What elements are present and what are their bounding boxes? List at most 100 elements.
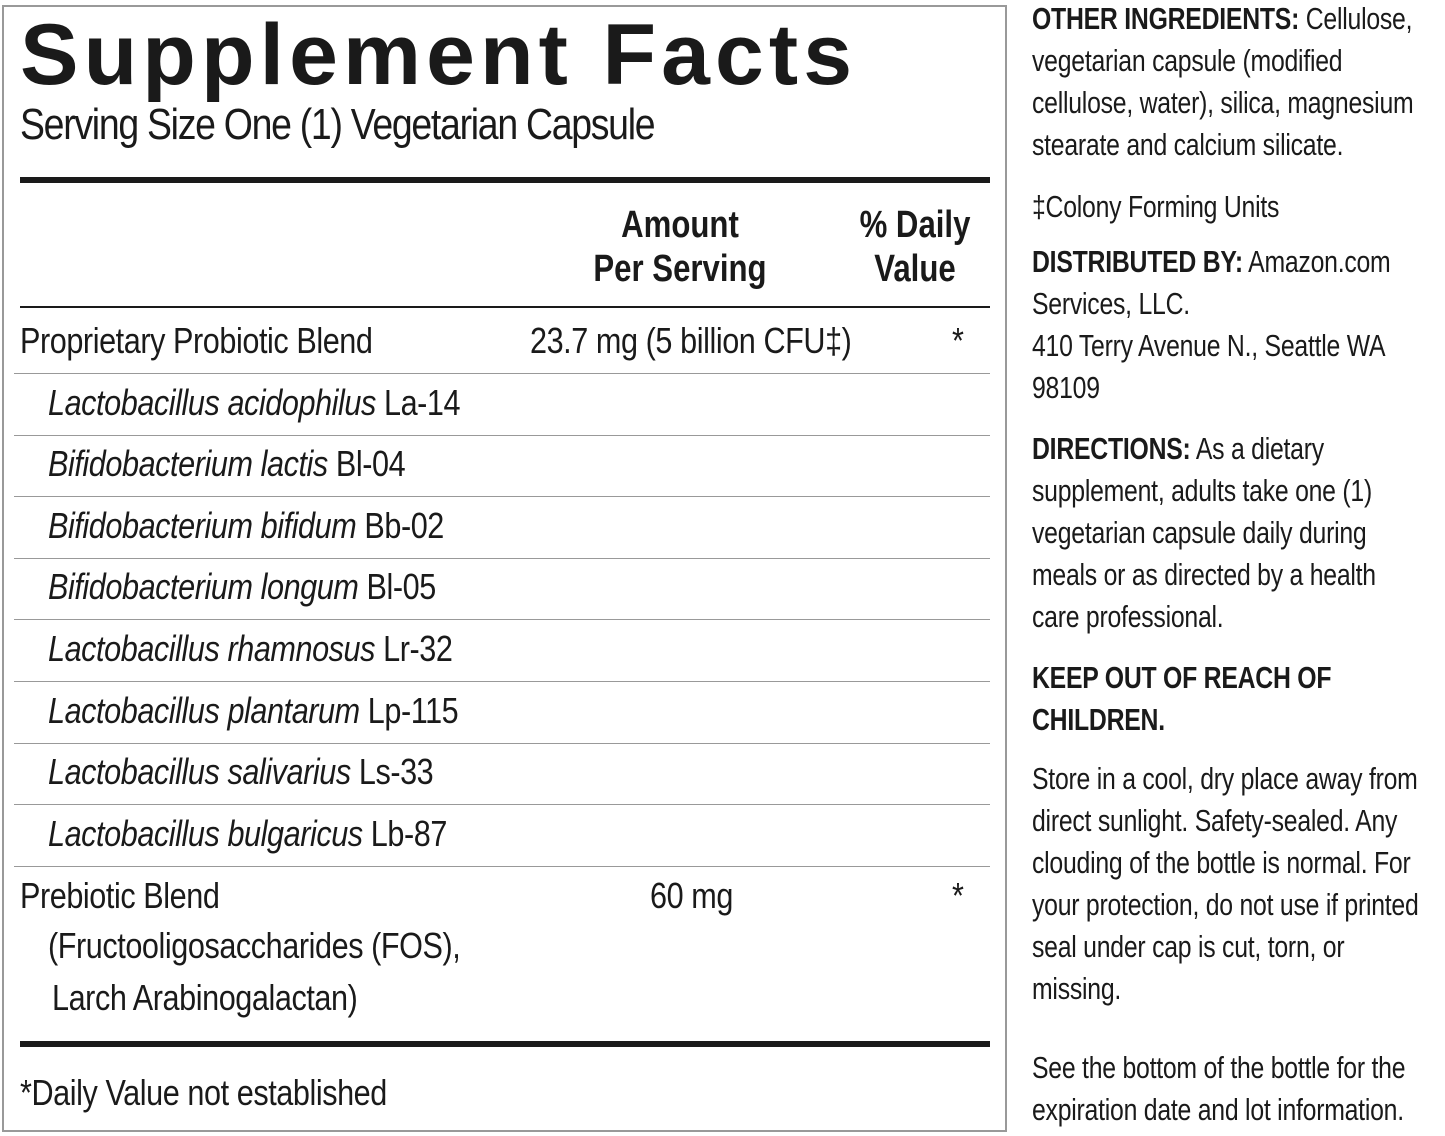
see-line: See the bottom of the bottle for the <box>1032 1047 1406 1089</box>
text: Services, LLC. <box>1032 286 1190 321</box>
row-daily-value: * <box>952 320 964 361</box>
dir_lines-line: care professional. <box>1032 596 1224 638</box>
text: stearate and calcium silicate. <box>1032 127 1344 162</box>
other_lines-line: cellulose, water), silica, magnesium <box>1032 82 1414 124</box>
store-line: missing. <box>1032 968 1121 1010</box>
dist_lines-line: DISTRIBUTED BY: Amazon.com <box>1032 241 1391 283</box>
row-divider <box>14 619 990 621</box>
row-subtext: Larch Arabinogalactan) <box>52 977 358 1018</box>
panel-title: Supplement Facts <box>20 7 858 103</box>
row-amount: 23.7 mg (5 billion CFU‡) <box>530 320 852 361</box>
text: 410 Terry Avenue N., Seattle WA <box>1032 328 1386 363</box>
text: care professional. <box>1032 599 1224 634</box>
text: meals or as directed by a health <box>1032 557 1376 592</box>
text: Amazon.com <box>1242 244 1391 279</box>
strain-code: Lp-115 <box>367 689 459 731</box>
dist_lines-line: Services, LLC. <box>1032 283 1190 325</box>
amount-header: Amount Per Serving <box>590 203 770 291</box>
species-name: Lactobacillus acidophilus <box>48 381 376 423</box>
text: KEEP OUT OF REACH OF <box>1032 660 1332 695</box>
divider <box>20 306 990 308</box>
text: your protection, do not use if printed <box>1032 887 1419 922</box>
row-divider <box>14 742 990 744</box>
species-name: Lactobacillus rhamnosus <box>48 628 376 669</box>
dv-header-line: Value <box>874 248 956 290</box>
species-name: Lactobacillus bulgaricus <box>48 812 363 854</box>
divider-thick <box>20 1041 990 1047</box>
row-name: Proprietary Probiotic Blend <box>20 320 373 361</box>
strain-code: Lr-32 <box>383 628 453 669</box>
other_lines-line: OTHER INGREDIENTS: Cellulose, <box>1032 0 1413 40</box>
dir_lines-line: DIRECTIONS: As a dietary <box>1032 428 1324 470</box>
keep-line: KEEP OUT OF REACH OF <box>1032 657 1332 699</box>
footnote: *Daily Value not established <box>20 1072 387 1113</box>
row-divider <box>14 496 990 498</box>
text: missing. <box>1032 971 1122 1006</box>
other_lines-line: vegetarian capsule (modified <box>1032 40 1343 82</box>
store-line: seal under cap is cut, torn, or <box>1032 926 1345 968</box>
strain-code: Bl-05 <box>366 566 437 608</box>
strain-code: Ls-33 <box>358 751 434 793</box>
strain-row: Bifidobacterium bifidum Bb-02 <box>48 505 444 547</box>
row-daily-value: * <box>952 875 964 916</box>
other_lines-line: stearate and calcium silicate. <box>1032 124 1343 166</box>
strain-code: Bl-04 <box>335 443 406 485</box>
dir_lines-line: meals or as directed by a health <box>1032 554 1376 596</box>
see-line: expiration date and lot information. <box>1032 1089 1404 1131</box>
amount-header-line: Amount <box>621 204 739 246</box>
text: cellulose, water), silica, magnesium <box>1032 85 1414 120</box>
text: vegetarian capsule (modified <box>1032 43 1343 78</box>
strain-code: La-14 <box>383 381 461 423</box>
strain-row: Lactobacillus plantarum Lp-115 <box>48 689 459 732</box>
keep-line: CHILDREN. <box>1032 699 1165 741</box>
other_lines-label: OTHER INGREDIENTS: <box>1032 1 1300 36</box>
row-divider <box>14 865 990 867</box>
row-amount: 60 mg <box>650 875 733 916</box>
text: See the bottom of the bottle for the <box>1032 1050 1406 1085</box>
dist_lines-line: 410 Terry Avenue N., Seattle WA <box>1032 325 1386 367</box>
row-divider <box>14 434 990 436</box>
text: seal under cap is cut, torn, or <box>1032 929 1345 964</box>
dv-header-line: % Daily <box>859 204 971 246</box>
text: CHILDREN. <box>1032 702 1165 737</box>
store-line: clouding of the bottle is normal. For <box>1032 842 1411 884</box>
species-name: Bifidobacterium bifidum <box>48 504 357 546</box>
dir_lines-label: DIRECTIONS: <box>1032 431 1191 466</box>
strain-row: Bifidobacterium longum Bl-05 <box>48 566 436 608</box>
text: direct sunlight. Safety-sealed. Any <box>1032 803 1398 838</box>
text: As a dietary <box>1190 431 1324 466</box>
species-name: Bifidobacterium longum <box>48 566 359 608</box>
text: vegetarian capsule daily during <box>1032 515 1367 550</box>
species-name: Lactobacillus plantarum <box>48 689 360 731</box>
text: clouding of the bottle is normal. For <box>1032 845 1411 880</box>
strain-row: Lactobacillus acidophilus La-14 <box>48 381 461 424</box>
row-divider <box>14 557 990 559</box>
row-divider <box>14 681 990 682</box>
store-line: Store in a cool, dry place away from <box>1032 758 1418 800</box>
amount-header-line: Per Serving <box>593 248 767 290</box>
species-name: Lactobacillus salivarius <box>48 751 351 793</box>
strain-row: Bifidobacterium lactis Bl-04 <box>48 443 406 485</box>
text: supplement, adults take one (1) <box>1032 473 1372 508</box>
strain-code: Bb-02 <box>364 504 444 546</box>
row-subtext: (Fructooligosaccharides (FOS), <box>48 925 461 966</box>
strain-row: Lactobacillus salivarius Ls-33 <box>48 751 434 793</box>
row-name: Prebiotic Blend <box>20 875 220 916</box>
text: expiration date and lot information. <box>1032 1092 1404 1127</box>
text: Store in a cool, dry place away from <box>1032 761 1418 796</box>
store-line: direct sunlight. Safety-sealed. Any <box>1032 800 1397 842</box>
dir_lines-line: supplement, adults take one (1) <box>1032 470 1372 512</box>
store-line: your protection, do not use if printed <box>1032 884 1419 926</box>
row-divider <box>14 373 990 374</box>
species-name: Bifidobacterium lactis <box>48 443 328 485</box>
cfu-footnote: ‡Colony Forming Units <box>1032 189 1280 224</box>
row-divider <box>14 804 990 806</box>
text: Cellulose, <box>1299 1 1413 36</box>
dist_lines-label: DISTRIBUTED BY: <box>1032 244 1243 279</box>
strain-row: Lactobacillus bulgaricus Lb-87 <box>48 813 447 855</box>
dir_lines-line: vegetarian capsule daily during <box>1032 512 1367 554</box>
strain-code: Lb-87 <box>370 812 448 854</box>
strain-row: Lactobacillus rhamnosus Lr-32 <box>48 628 453 670</box>
text: 98109 <box>1032 370 1100 405</box>
facts-panel-border <box>2 5 1007 1132</box>
